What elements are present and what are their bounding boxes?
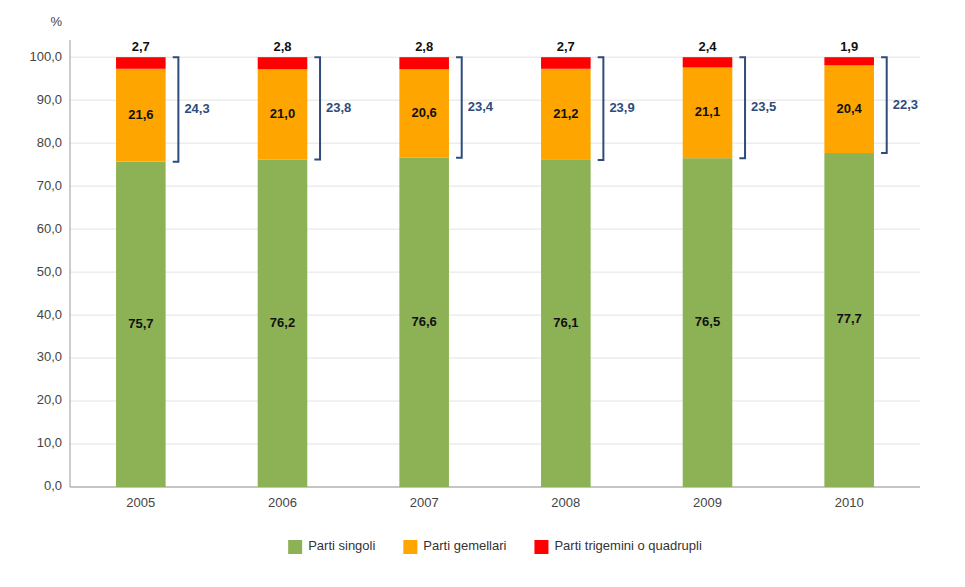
bar-segment — [824, 65, 874, 153]
bar-segment — [399, 158, 449, 487]
legend-swatch — [534, 540, 548, 554]
legend-label: Parti gemellari — [423, 538, 506, 553]
grid-line — [70, 272, 920, 273]
data-label: 21,1 — [695, 104, 720, 119]
chart: 0,0 10,0 20,0 30,0 40,0 50,0 60,0 70,0 80,0 90,0 1… — [0, 0, 965, 587]
data-label: 75,7 — [128, 316, 153, 331]
bar-segment — [116, 57, 166, 69]
bar-segment — [258, 159, 308, 487]
data-label: 76,2 — [270, 315, 295, 330]
data-label: 20,4 — [837, 101, 863, 116]
bar-segment — [258, 57, 308, 69]
y-tick-label: 10,0 — [37, 435, 62, 450]
bracket-label: 22,3 — [893, 97, 918, 112]
bracket — [314, 57, 320, 159]
y-axis-label: % — [50, 14, 62, 29]
grid-line — [70, 444, 920, 445]
grid-line — [70, 57, 920, 58]
data-label: 2,7 — [557, 39, 575, 54]
data-label: 2,8 — [415, 39, 433, 54]
x-tick-label: 2009 — [693, 495, 722, 510]
grid-line — [70, 358, 920, 359]
data-label: 21,6 — [128, 107, 153, 122]
x-tick-label: 2006 — [268, 495, 297, 510]
data-label: 2,7 — [132, 39, 150, 54]
bar-segment — [541, 57, 591, 69]
y-tick-label: 100,0 — [29, 49, 62, 64]
data-label: 76,6 — [412, 314, 437, 329]
legend-item: Parti gemellari — [403, 538, 506, 554]
bar-segment — [399, 69, 449, 158]
bar-segment — [399, 57, 449, 69]
legend-item: Parti singoli — [288, 538, 375, 554]
y-tick-label: 80,0 — [37, 135, 62, 150]
y-tick-label: 0,0 — [44, 478, 62, 493]
bar-segment — [541, 69, 591, 160]
y-tick-label: 70,0 — [37, 178, 62, 193]
x-tick-label: 2010 — [835, 495, 864, 510]
x-tick-label: 2008 — [551, 495, 580, 510]
data-label: 20,6 — [412, 105, 437, 120]
data-label: 21,2 — [553, 106, 578, 121]
data-label: 2,4 — [698, 39, 717, 54]
legend: Parti singoli Parti gemellari Parti trigem… — [288, 538, 702, 554]
legend-item: Parti trigemini o quadrupli — [534, 538, 702, 554]
grid-line — [70, 315, 920, 316]
bracket — [598, 57, 604, 160]
bar-segment — [258, 69, 308, 159]
bar-segment — [116, 162, 166, 487]
y-axis-line — [70, 40, 71, 487]
grid-line — [70, 143, 920, 144]
x-tick-label: 2007 — [410, 495, 439, 510]
data-labels: 75,7 76,2 76,6 76,1 76,5 77,7 21,6 21,0 20,6 21,2… — [128, 39, 862, 331]
y-tick-label: 30,0 — [37, 349, 62, 364]
grid-line — [70, 186, 920, 187]
data-label: 21,0 — [270, 106, 295, 121]
legend-label: Parti singoli — [308, 538, 375, 553]
data-label: 76,1 — [553, 315, 578, 330]
y-axis: 0,0 10,0 20,0 30,0 40,0 50,0 60,0 70,0 80,0 90,0 1… — [29, 40, 920, 493]
bar-segment — [683, 68, 733, 159]
x-axis-line — [70, 487, 920, 488]
bracket — [456, 57, 462, 158]
y-tick-label: 40,0 — [37, 307, 62, 322]
y-tick-label: 60,0 — [37, 221, 62, 236]
bracket-label: 23,9 — [609, 100, 634, 115]
brackets: 24,3 23,8 23,4 23,9 23,5 22,3 — [173, 57, 918, 161]
x-tick-label: 2005 — [126, 495, 155, 510]
legend-swatch — [288, 540, 302, 554]
grid-line — [70, 401, 920, 402]
grid-line — [70, 229, 920, 230]
legend-label: Parti trigemini o quadrupli — [554, 538, 702, 553]
bracket-label: 23,5 — [751, 99, 776, 114]
bracket-label: 23,4 — [468, 99, 494, 114]
bar-segment — [824, 153, 874, 487]
bracket-label: 23,8 — [326, 100, 351, 115]
y-tick-label: 20,0 — [37, 392, 62, 407]
bars — [116, 57, 874, 487]
bracket — [881, 57, 887, 153]
bar-segment — [116, 69, 166, 162]
bar-segment — [824, 57, 874, 65]
y-tick-label: 90,0 — [37, 92, 62, 107]
bracket-label: 24,3 — [184, 101, 209, 116]
y-tick-label: 50,0 — [37, 264, 62, 279]
data-label: 2,8 — [273, 39, 291, 54]
data-label: 76,5 — [695, 314, 720, 329]
bracket — [173, 57, 179, 161]
legend-swatch — [403, 540, 417, 554]
bar-segment — [683, 158, 733, 487]
bracket — [739, 57, 745, 158]
data-label: 1,9 — [840, 39, 858, 54]
data-label: 77,7 — [837, 311, 862, 326]
grid-line — [70, 487, 920, 488]
bar-segment — [541, 160, 591, 487]
bar-segment — [683, 57, 733, 67]
